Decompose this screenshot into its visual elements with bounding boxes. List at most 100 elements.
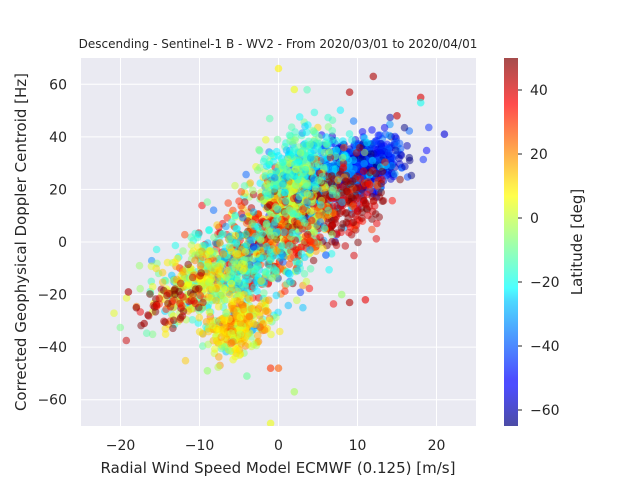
scatter-point [396, 175, 404, 184]
x-tick-label: 10 [349, 438, 367, 454]
scatter-point [327, 250, 336, 258]
scatter-point [356, 175, 365, 183]
scatter-point [231, 345, 239, 354]
scatter-point [169, 324, 177, 333]
scatter-point [188, 316, 197, 324]
scatter-point [163, 291, 171, 300]
scatter-point [416, 98, 425, 107]
x-tick-label: 20 [428, 438, 446, 454]
scatter-point [224, 199, 232, 207]
scatter-point [295, 171, 304, 180]
scatter-point [233, 287, 242, 296]
scatter-point [237, 259, 246, 268]
scatter-point [385, 149, 393, 157]
scatter-point [285, 131, 294, 139]
scatter-point [214, 266, 222, 275]
scatter-point [195, 328, 204, 336]
scatter-point [311, 181, 320, 189]
scatter-point [291, 181, 300, 189]
scatter-point [213, 274, 222, 282]
scatter-point [320, 224, 329, 232]
scatter-point [284, 301, 293, 310]
scatter-point [419, 155, 428, 164]
scatter-point [272, 313, 280, 322]
scatter-point [325, 266, 333, 274]
scatter-point [227, 279, 236, 288]
colorbar-tick-label: −40 [530, 339, 560, 355]
scatter-point [247, 342, 256, 351]
scatter-point [337, 290, 346, 299]
scatter-point [296, 149, 305, 157]
scatter-point [286, 137, 294, 145]
scatter-point [219, 326, 227, 334]
scatter-point [161, 330, 170, 339]
colorbar: −60 −40 −20 0 20 40 Latitude [deg] [504, 58, 586, 426]
scatter-point [300, 270, 309, 278]
scatter-point [228, 218, 236, 226]
scatter-point [405, 153, 414, 162]
scatter-point [179, 293, 187, 301]
scatter-point [208, 285, 216, 293]
scatter-point [270, 231, 279, 240]
scatter-point [306, 161, 315, 169]
scatter-point [258, 230, 267, 238]
scatter-point [267, 330, 275, 339]
scatter-point [352, 185, 361, 194]
scatter-point [364, 211, 372, 220]
scatter-point [271, 203, 280, 211]
scatter-point [132, 303, 141, 312]
scatter-point [236, 319, 245, 327]
scatter-point [310, 228, 319, 236]
scatter-point [378, 167, 387, 176]
scatter-point [265, 316, 274, 325]
scatter-point [244, 330, 252, 338]
scatter-point [281, 188, 289, 197]
scatter-point [293, 296, 301, 305]
scatter-point [328, 127, 337, 135]
scatter-point [393, 112, 401, 120]
scatter-point [205, 226, 213, 234]
scatter-point [306, 140, 314, 149]
scatter-point [369, 197, 378, 205]
scatter-point [355, 143, 364, 152]
scatter-point [217, 333, 225, 342]
scatter-point [135, 261, 144, 270]
scatter-point [336, 106, 345, 114]
scatter-point [316, 233, 324, 241]
scatter-point [246, 179, 255, 187]
scatter-point [266, 364, 275, 373]
y-tick-label: 40 [49, 130, 67, 146]
scatter-point [331, 219, 340, 227]
scatter-point [124, 288, 133, 296]
scatter-point [307, 148, 316, 157]
scatter-point [401, 162, 409, 171]
scatter-point [261, 307, 270, 316]
scatter-point [299, 205, 307, 213]
scatter-point [216, 238, 224, 247]
scatter-point [345, 298, 354, 307]
scatter-point [161, 325, 170, 333]
scatter-point [171, 241, 180, 250]
scatter-point [397, 151, 406, 160]
y-tick-label: 0 [58, 235, 67, 251]
scatter-point [206, 247, 215, 255]
scatter-point [327, 136, 336, 145]
scatter-point [239, 266, 247, 275]
scatter-point [255, 145, 263, 154]
scatter-point [295, 113, 304, 121]
scatter-point [260, 289, 268, 297]
scatter-point [236, 330, 245, 339]
scatter-point [288, 228, 296, 237]
scatter-point [280, 228, 288, 236]
colorbar-tick-label: 40 [530, 83, 548, 99]
scatter-point [230, 257, 238, 266]
scatter-point [292, 257, 301, 266]
scatter-point [170, 296, 178, 304]
scatter-point [176, 279, 185, 288]
scatter-point [249, 208, 258, 216]
scatter-point [225, 235, 233, 243]
scatter-point [208, 321, 216, 330]
scatter-point [158, 268, 167, 277]
scatter-point [341, 242, 350, 250]
